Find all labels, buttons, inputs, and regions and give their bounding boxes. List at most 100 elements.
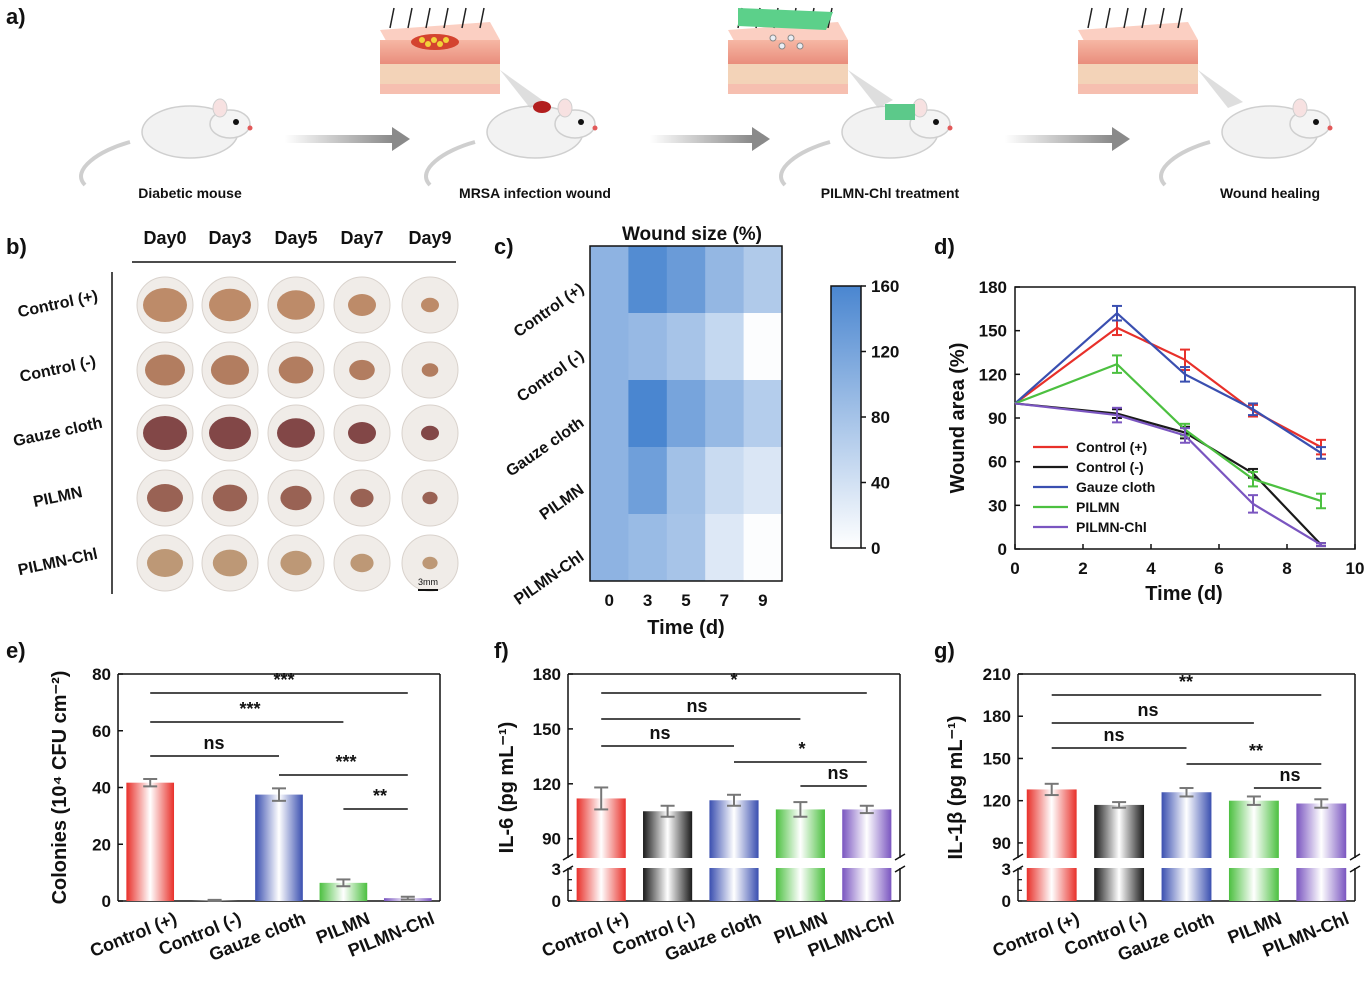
y-tick-label: 0 — [1002, 892, 1011, 911]
y-axis-label: Colonies (10⁴ CFU cm⁻²) — [49, 671, 71, 905]
wound-area-spot — [277, 290, 315, 320]
panel-letter-g: g) — [934, 638, 955, 663]
y-axis-label: IL-1β (pg mL⁻¹) — [945, 716, 967, 860]
group-row-label: Control (-) — [18, 353, 97, 386]
colorbar-tick-label: 0 — [871, 539, 880, 558]
significance-label: * — [798, 739, 805, 759]
y-tick-label: 180 — [979, 278, 1007, 297]
mouse-eye — [933, 119, 939, 125]
mouse-nose — [947, 125, 953, 131]
heatmap-cell — [705, 380, 745, 448]
y-tick-label: 120 — [979, 365, 1007, 384]
heatmap-cell — [590, 447, 629, 515]
wound-area-spot — [422, 556, 438, 570]
significance-label: ns — [1103, 725, 1124, 745]
wound-photo — [267, 276, 325, 334]
wound-photo — [136, 534, 194, 592]
heatmap-chart: Wound size (%) Control (+) Control (-) Gauz… — [503, 224, 899, 639]
significance-label: *** — [273, 670, 294, 690]
x-tick-label: 6 — [1214, 559, 1223, 578]
bar — [1161, 792, 1212, 901]
mouse-ear — [912, 98, 928, 118]
panel-letter-c: c) — [494, 234, 514, 259]
mouse-illustration — [424, 98, 598, 187]
x-tick-label: 8 — [1282, 559, 1291, 578]
significance-label: *** — [239, 699, 260, 719]
wound-area-spot — [147, 484, 183, 512]
group-row-label: PILMN-Chl — [17, 546, 100, 579]
line-chart: 0 2 4 6 8 10 0 30 60 90 120 150 180 Time (d) Wound are… — [947, 278, 1364, 605]
axis-break-gap — [1012, 858, 1361, 868]
heatmap-row-label: Gauze cloth — [503, 414, 587, 480]
significance-label: ns — [1279, 765, 1300, 785]
scheme-step-label: Wound healing — [1220, 185, 1320, 201]
process-arrow-shaft — [650, 135, 752, 143]
wound-on-mouse — [533, 101, 551, 113]
wound-photo — [201, 341, 259, 399]
y-tick-label: 180 — [533, 665, 561, 684]
zoom-callout — [848, 70, 893, 108]
needle-particle — [769, 34, 777, 42]
colorbar-tick-label: 80 — [871, 408, 890, 427]
heatmap-title: Wound size (%) — [622, 224, 762, 245]
y-tick-label: 120 — [533, 775, 561, 794]
wound-photo — [401, 469, 459, 527]
colorbar-tick-label: 120 — [871, 343, 899, 362]
heatmap-cell — [628, 380, 668, 448]
hair-strand — [389, 7, 395, 29]
bacteria-dot — [437, 41, 443, 47]
wound-area-spot — [280, 550, 312, 576]
wound-area-spot — [147, 549, 183, 577]
y-axis-label: IL-6 (pg mL⁻¹) — [496, 722, 518, 854]
wound-area-spot — [421, 363, 439, 377]
wound-photo — [267, 341, 325, 399]
heatmap-cell — [743, 246, 783, 314]
needle-particle — [787, 34, 795, 42]
heatmap-cell — [666, 246, 706, 314]
wound-area-spot — [348, 422, 376, 444]
y-tick-label: 150 — [979, 322, 1007, 341]
heatmap-cell — [705, 246, 745, 314]
axis-break-gap — [562, 858, 906, 868]
mouse-ear — [557, 98, 573, 118]
wound-area-spot — [145, 354, 185, 386]
y-tick-label: 0 — [998, 540, 1007, 559]
wound-photo — [333, 534, 391, 592]
patch-on-mouse — [885, 104, 915, 120]
y-tick-label: 90 — [988, 409, 1007, 428]
x-tick-label: 0 — [1010, 559, 1019, 578]
bar — [1094, 804, 1145, 901]
mouse-illustration — [1159, 98, 1333, 187]
heatmap-x-tick: 7 — [720, 591, 729, 610]
wound-area-spot — [143, 288, 187, 322]
legend-label: PILMN — [1076, 499, 1120, 515]
y-tick-label: 80 — [92, 665, 111, 684]
panel-letter-b: b) — [6, 234, 27, 259]
y-tick-label: 150 — [533, 720, 561, 739]
axis-break-mark — [562, 865, 574, 873]
hair-strand — [461, 7, 467, 29]
hair-strand — [443, 7, 449, 29]
mouse-nose — [247, 125, 253, 131]
fat-layer — [728, 64, 848, 84]
scale-bar-label: 3mm — [418, 577, 438, 587]
heatmap-row-label: Control (+) — [511, 280, 587, 341]
wound-photo — [136, 469, 194, 527]
skin-block-illustration — [728, 7, 915, 120]
wound-photo — [201, 276, 259, 334]
heatmap-cell — [628, 447, 668, 515]
wound-photo — [267, 534, 325, 592]
wound-area-spot — [210, 355, 250, 385]
wound-photo — [267, 469, 325, 527]
bar — [709, 800, 759, 901]
zoom-callout — [1198, 70, 1243, 108]
bacteria-dot — [431, 37, 437, 43]
axis-break-mark — [1012, 853, 1024, 861]
mouse-tail — [79, 140, 131, 187]
process-arrow-head — [752, 127, 770, 151]
y-tick-label: 30 — [988, 496, 1007, 515]
y-tick-label: 60 — [988, 453, 1007, 472]
wound-photo — [401, 276, 459, 334]
wound-area-spot — [209, 416, 251, 450]
heatmap-cell — [743, 514, 783, 582]
